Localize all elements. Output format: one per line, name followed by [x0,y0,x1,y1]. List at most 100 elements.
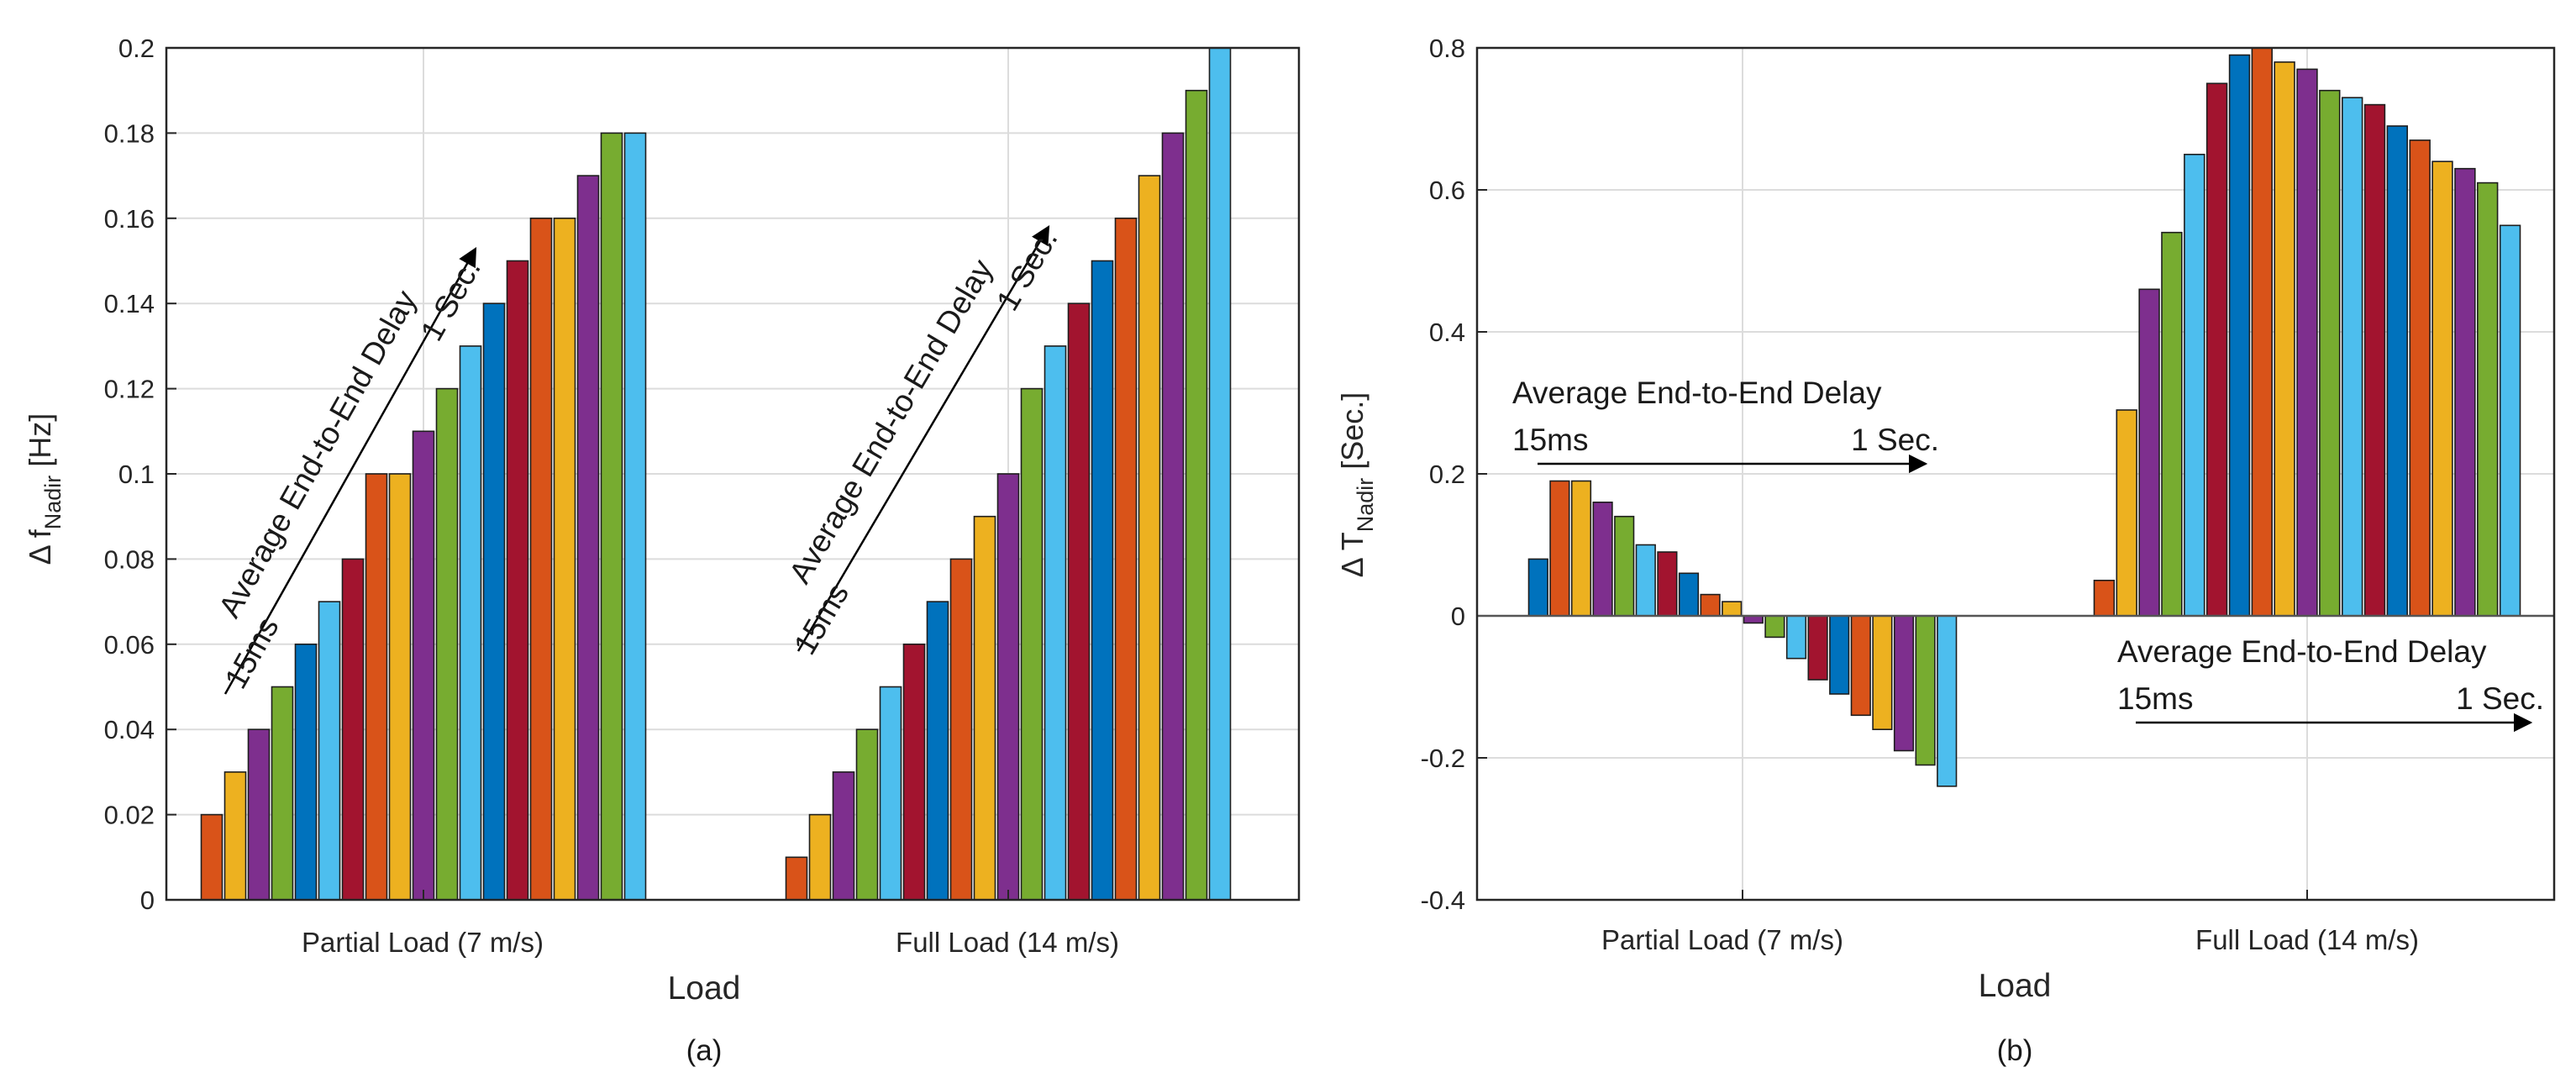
chart-b-bar [2251,47,2273,617]
chart-b-bar [1937,615,1958,787]
chart-b-y-tick-label: 0.2 [1429,460,1465,489]
chart-a-bar [576,175,600,901]
chart-a-bar [1208,47,1232,901]
chart-a-bar [271,686,294,901]
chart-a-bar [808,813,832,901]
chart-b-y-tick-label: -0.4 [1421,886,1465,915]
chart-b-y-ticks: -0.4 -0.2 0 0.2 0.4 0.6 0.8 [1421,34,1465,915]
chart-b-bar [1700,593,1721,617]
chart-b-bar [1850,615,1871,717]
chart-a-y-tick-label: 0.1 [118,460,155,489]
chart-a-bar [412,430,435,901]
chart-a-bar [600,132,623,901]
chart-b-category-label-partial: Partial Load (7 m/s) [1601,924,1843,955]
chart-a-y-tick-label: 0 [140,886,155,915]
chart-a-bar [200,813,223,901]
chart-b-bar [1592,501,1613,617]
chart-a-y-tick-label: 0.08 [104,544,155,574]
chart-b-bar [1657,551,1678,617]
chart-b-y-tick-label: -0.2 [1421,744,1465,773]
chart-a-category-label-partial: Partial Load (7 m/s) [302,927,544,958]
chart-a-bar [879,686,902,901]
chart-a-bar [1067,302,1091,901]
chart-a-bar [1114,217,1138,901]
chart-b-bar [2386,125,2408,617]
chart-b-axes [1475,46,2556,902]
chart-b-axes-box [1475,46,2556,902]
chart-a-category-label-full: Full Load (14 m/s) [896,927,1119,958]
chart-b-bar [2274,61,2295,617]
chart-b-bar [1678,572,1700,617]
chart-a-bar [832,771,855,901]
chart-a-y-tick-label: 0.2 [118,34,155,63]
chart-a-delay-arrow-partial [223,247,477,695]
chart-a-bar [247,728,271,901]
chart-a-bar [459,345,482,901]
chart-a-bar [365,473,388,901]
chart-b-bar [2228,54,2251,617]
chart-b-bar [2454,167,2476,617]
chart-b-bar [2499,224,2521,617]
chart-a-delay-arrow-full [796,225,1050,652]
chart-a-bar [855,728,879,901]
chart-b-bar [1915,615,1936,766]
chart-a-axes-box [165,46,1301,902]
chart-b-bar [2363,103,2386,617]
chart-b-bar [2093,579,2116,617]
chart-a-bar [1044,345,1067,901]
chart-a-bar [1091,260,1114,901]
chart-a-delay-end-partial: 1 Sec. [414,253,487,347]
chart-a-delay-start-partial: 15ms [218,611,286,694]
chart-a: 00.020.040.060.080.10.120.140.160.180.2 … [23,34,1301,1067]
chart-a-bar [1185,89,1208,901]
chart-a-bar [506,260,529,901]
chart-a-axes [165,46,1301,902]
chart-a-bar [223,771,247,901]
chart-b-bar [1807,615,1828,681]
chart-b-bar [2161,231,2183,617]
chart-b-bar [2342,97,2363,617]
chart-b-delay-end-full: 1 Sec. [2456,681,2544,716]
chart-a-bar [973,515,996,901]
chart-b-bar [1893,615,1915,752]
chart-a-bar [623,132,647,901]
chart-b-bar [2296,68,2318,617]
chart-b-bar [2477,181,2499,617]
chart-b-delay-label-full: Average End-to-End Delay [2117,634,2487,669]
chart-a-y-tick-label: 0.06 [104,630,155,660]
chart-a-bar [949,558,973,901]
chart-a-bar [341,558,365,901]
chart-b-bar [2431,160,2453,617]
chart-b-delay-end-partial: 1 Sec. [1851,423,1939,457]
chart-a-y-tick-label: 0.04 [104,715,155,744]
chart-b-bars [1527,47,2521,787]
chart-b-bar [1635,544,1656,617]
chart-a-y-tick-label: 0.12 [104,375,155,404]
chart-b-bar [1743,615,1764,624]
chart-a-bar [435,387,459,901]
chart-a-bar [1020,387,1044,901]
chart-b-y-tick-label: 0 [1451,602,1465,631]
chart-a-y-tick-label: 0.18 [104,118,155,148]
chart-a-bar [902,643,926,901]
chart-b-bar [1549,480,1570,617]
chart-a-bar [1138,175,1161,901]
chart-b-bar [2184,154,2205,617]
chart-b-caption: (b) [1997,1034,2033,1067]
chart-b-bar [1722,601,1743,617]
chart-a-delay-end-full: 1 Sec. [990,223,1065,317]
chart-a-bar [318,601,341,901]
chart-b-bar [2409,139,2431,617]
chart-b-bar [2138,288,2160,617]
chart-a-bars [200,47,1232,901]
chart-a-bar [1161,132,1185,901]
chart-a-caption: (a) [686,1034,723,1067]
chart-a-bar [996,473,1020,901]
chart-a-bar [785,856,808,901]
chart-b-delay-start-full: 15ms [2117,681,2193,716]
chart-b-y-tick-label: 0.4 [1429,318,1465,347]
chart-b-y-tick-label: 0.8 [1429,34,1465,63]
chart-b-bar [1829,615,1850,695]
chart-b-y-tick-label: 0.6 [1429,176,1465,205]
